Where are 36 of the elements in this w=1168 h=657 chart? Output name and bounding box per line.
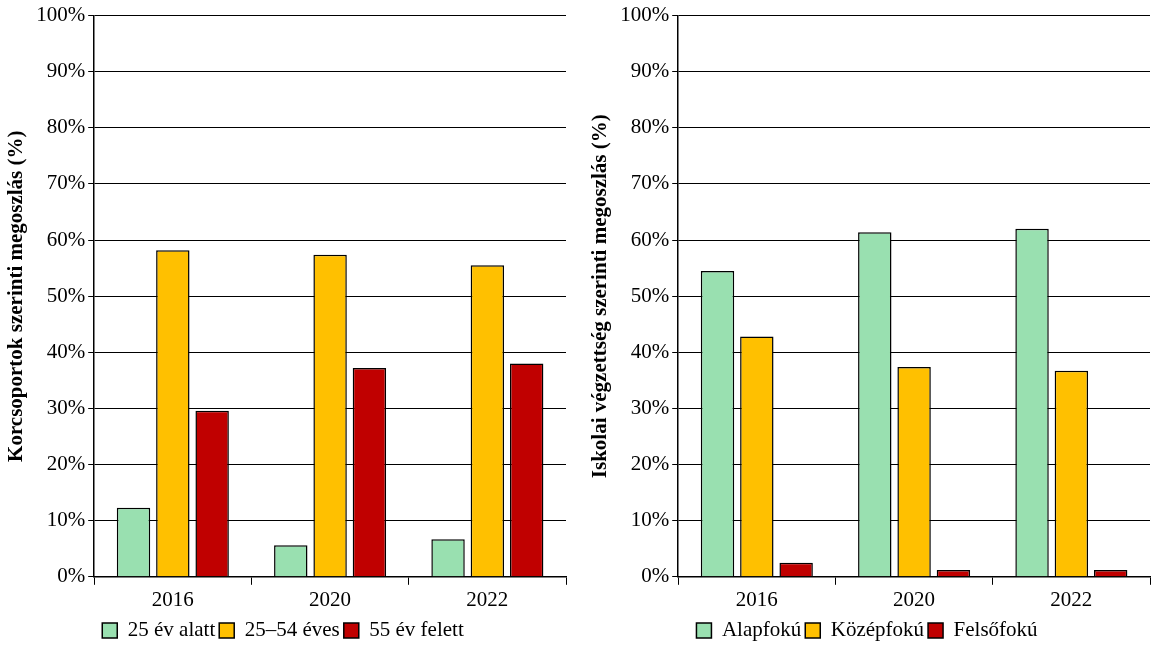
legend-label: 25 év alatt: [127, 617, 216, 642]
y-tick-label: 30%: [46, 394, 86, 419]
y-tick-label: 50%: [46, 282, 86, 307]
y-tick-label: 20%: [46, 451, 86, 476]
y-tick-label: 60%: [46, 226, 86, 251]
y-tick-label: 90%: [630, 58, 670, 83]
y-tick-label: 30%: [630, 394, 670, 419]
y-axis-title: Iskolai végzettség szerinti megoszlás (%): [587, 114, 612, 479]
legend-label: 55 év felett: [369, 617, 464, 642]
legend-label: 25–54 éves: [244, 617, 340, 642]
x-tick-label: 2016: [735, 586, 778, 611]
y-tick-label: 40%: [630, 338, 670, 363]
y-axis-title: Korcsoportok szerinti megoszlás (%): [3, 130, 28, 462]
y-tick-label: 100%: [620, 2, 670, 27]
y-tick-label: 10%: [630, 507, 670, 532]
x-tick-label: 2020: [309, 586, 352, 611]
y-tick-label: 100%: [36, 2, 86, 27]
y-tick-label: 80%: [46, 114, 86, 139]
x-tick-label: 2022: [1050, 586, 1093, 611]
y-tick-label: 60%: [630, 226, 670, 251]
y-tick-label: 90%: [46, 58, 86, 83]
y-tick-label: 10%: [46, 507, 86, 532]
y-tick-label: 50%: [630, 282, 670, 307]
y-tick-label: 0%: [57, 563, 86, 588]
y-tick-label: 40%: [46, 338, 86, 363]
x-tick-label: 2020: [893, 586, 936, 611]
legend-label: Középfokú: [830, 617, 925, 642]
legend-label: Felsőfokú: [953, 617, 1039, 642]
y-tick-label: 70%: [46, 170, 86, 195]
x-tick-label: 2022: [466, 586, 509, 611]
y-tick-label: 0%: [641, 563, 670, 588]
x-tick-label: 2016: [151, 586, 194, 611]
y-tick-label: 70%: [630, 170, 670, 195]
legend-label: Alapfokú: [721, 617, 802, 642]
y-tick-label: 80%: [630, 114, 670, 139]
y-tick-label: 20%: [630, 451, 670, 476]
